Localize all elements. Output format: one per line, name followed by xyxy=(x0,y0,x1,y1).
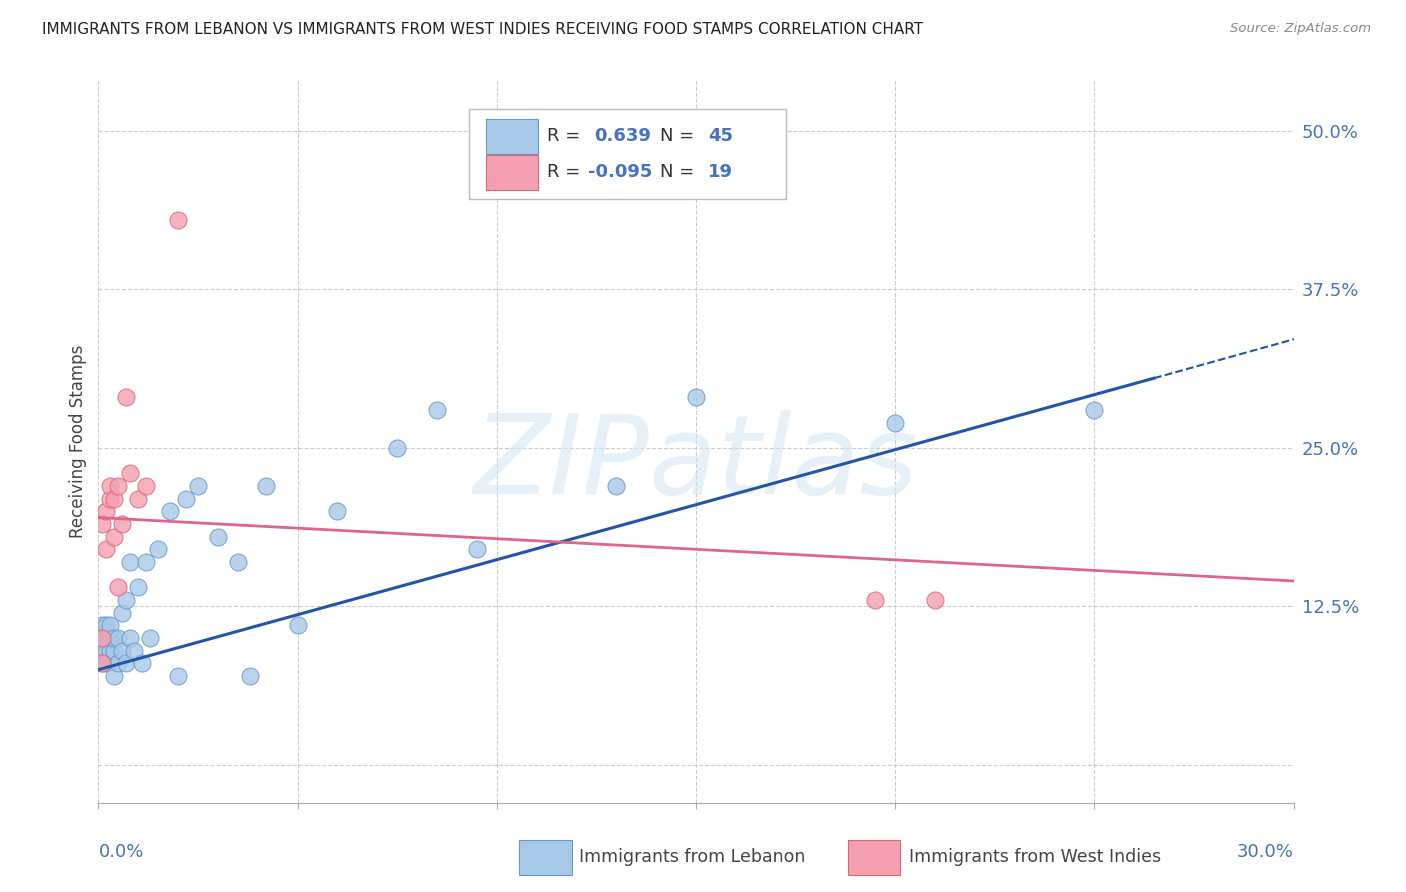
Point xyxy=(120,467,142,481)
Point xyxy=(98,491,122,506)
FancyBboxPatch shape xyxy=(485,120,538,154)
Text: 0.0%: 0.0% xyxy=(98,843,143,861)
Text: Immigrants from Lebanon: Immigrants from Lebanon xyxy=(579,848,806,866)
Point xyxy=(1083,402,1105,417)
Point xyxy=(135,479,157,493)
Point xyxy=(103,491,125,506)
Point xyxy=(111,643,134,657)
Point xyxy=(131,657,153,671)
Point xyxy=(96,631,118,645)
Point xyxy=(239,669,262,683)
Point xyxy=(135,555,157,569)
FancyBboxPatch shape xyxy=(485,155,538,190)
Point xyxy=(96,618,118,632)
Point xyxy=(326,504,349,518)
FancyBboxPatch shape xyxy=(470,109,786,200)
Text: 45: 45 xyxy=(709,127,733,145)
Text: -0.095: -0.095 xyxy=(589,163,652,181)
Point xyxy=(103,631,125,645)
Point xyxy=(884,416,907,430)
Point xyxy=(115,657,138,671)
Point xyxy=(91,643,114,657)
Text: R =: R = xyxy=(547,163,579,181)
Point xyxy=(187,479,209,493)
Point xyxy=(103,643,125,657)
Point xyxy=(98,631,122,645)
Point xyxy=(107,657,129,671)
Point xyxy=(124,643,146,657)
Point xyxy=(120,555,142,569)
Point xyxy=(98,643,122,657)
Point xyxy=(91,631,114,645)
Point xyxy=(103,669,125,683)
Point xyxy=(107,580,129,594)
Point xyxy=(98,618,122,632)
Point xyxy=(91,618,114,632)
Point xyxy=(924,593,946,607)
Point xyxy=(127,580,149,594)
Point xyxy=(254,479,277,493)
Point xyxy=(96,643,118,657)
Point xyxy=(91,657,114,671)
Text: ZIPatlas: ZIPatlas xyxy=(474,409,918,516)
Point xyxy=(91,657,114,671)
Point xyxy=(426,402,449,417)
Text: 19: 19 xyxy=(709,163,733,181)
Point xyxy=(685,390,707,404)
Point xyxy=(107,479,129,493)
FancyBboxPatch shape xyxy=(519,840,572,875)
Point xyxy=(107,631,129,645)
Point xyxy=(91,631,114,645)
Point xyxy=(287,618,309,632)
Point xyxy=(167,212,190,227)
Text: N =: N = xyxy=(661,127,695,145)
Point xyxy=(96,542,118,557)
Point xyxy=(174,491,197,506)
Text: R =: R = xyxy=(547,127,579,145)
Point xyxy=(115,390,138,404)
Point xyxy=(167,669,190,683)
Point xyxy=(465,542,488,557)
FancyBboxPatch shape xyxy=(848,840,900,875)
Point xyxy=(96,657,118,671)
Point xyxy=(207,530,229,544)
Point xyxy=(159,504,181,518)
Point xyxy=(139,631,162,645)
Text: IMMIGRANTS FROM LEBANON VS IMMIGRANTS FROM WEST INDIES RECEIVING FOOD STAMPS COR: IMMIGRANTS FROM LEBANON VS IMMIGRANTS FR… xyxy=(42,22,924,37)
Point xyxy=(127,491,149,506)
Text: 30.0%: 30.0% xyxy=(1237,843,1294,861)
Point xyxy=(103,530,125,544)
Point xyxy=(226,555,249,569)
Point xyxy=(98,479,122,493)
Point xyxy=(96,504,118,518)
Point xyxy=(91,516,114,531)
Point xyxy=(120,631,142,645)
Text: Immigrants from West Indies: Immigrants from West Indies xyxy=(908,848,1161,866)
Point xyxy=(148,542,170,557)
Text: N =: N = xyxy=(661,163,695,181)
Text: Source: ZipAtlas.com: Source: ZipAtlas.com xyxy=(1230,22,1371,36)
Point xyxy=(115,593,138,607)
Y-axis label: Receiving Food Stamps: Receiving Food Stamps xyxy=(69,345,87,538)
Point xyxy=(111,606,134,620)
Point xyxy=(865,593,887,607)
Point xyxy=(605,479,627,493)
Text: 0.639: 0.639 xyxy=(595,127,651,145)
Point xyxy=(385,441,409,455)
Point xyxy=(111,516,134,531)
